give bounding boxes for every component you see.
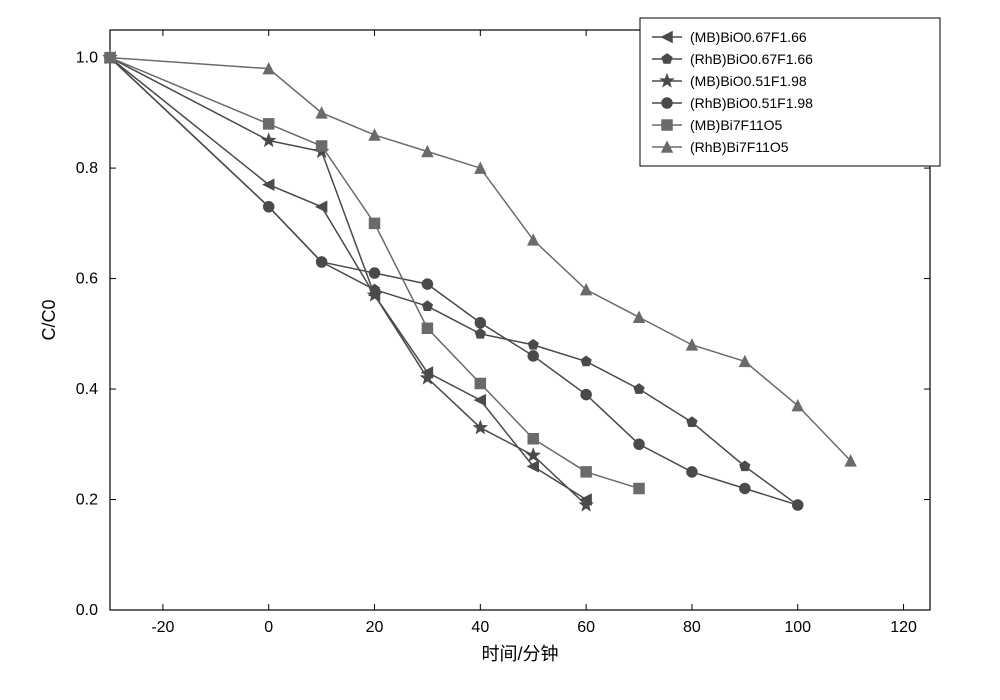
ytick-label: 0.6 [76,271,98,288]
data-marker [634,384,644,393]
data-marker [740,356,750,366]
degradation-chart: -20 0 20 40 60 80 100 120 0.0 0.2 0.4 0.6 0.8 1.0 时间/分… [0,0,1000,700]
data-marker [317,257,327,267]
data-marker [662,120,672,130]
data-marker [793,500,803,510]
xtick-label: 0 [264,619,273,636]
data-marker [634,439,644,449]
legend-label: (MB)Bi7F11O5 [690,117,783,133]
data-marker [475,318,485,328]
legend-label: (RhB)BiO0.67F1.66 [690,51,813,67]
data-marker [581,356,591,365]
data-marker [264,202,274,212]
legend-label: (RhB)BiO0.51F1.98 [690,95,813,111]
ytick-label: 0.0 [76,602,98,619]
xtick-label: 40 [471,619,489,636]
data-marker [263,134,274,145]
data-marker [528,434,538,444]
y-axis-label: C/C0 [39,299,59,340]
data-marker [317,141,327,151]
data-marker [370,130,380,140]
data-marker [740,483,750,493]
data-marker [422,279,432,289]
x-axis-label: 时间/分钟 [481,644,558,664]
legend: (MB)BiO0.67F1.66 (RhB)BiO0.67F1.66 (MB)BiO… [640,18,940,166]
data-marker [581,467,591,477]
data-marker [687,340,697,350]
xtick-label: 60 [577,619,595,636]
data-marker [475,395,485,405]
xtick-label: 100 [784,619,811,636]
ytick-label: 1.0 [76,50,98,67]
ytick-label: 0.8 [76,160,98,177]
xtick-label: 80 [683,619,701,636]
data-marker [264,119,274,129]
xtick-label: -20 [151,619,174,636]
data-marker [317,202,327,212]
data-marker [687,417,697,426]
data-marker [528,351,538,361]
data-marker [528,340,538,349]
data-marker [370,218,380,228]
xtick-label: 120 [890,619,917,636]
ytick-label: 0.4 [76,381,98,398]
data-marker [475,163,485,173]
data-marker [662,98,672,108]
legend-label: (MB)BiO0.51F1.98 [690,73,807,89]
data-marker [422,147,432,157]
data-marker [687,467,697,477]
xtick-label: 20 [366,619,384,636]
legend-label: (MB)BiO0.67F1.66 [690,29,807,45]
ytick-label: 0.2 [76,492,98,509]
data-marker [475,379,485,389]
data-marker [634,312,644,322]
legend-label: (RhB)Bi7F11O5 [690,139,789,155]
data-marker [423,301,433,310]
series-0 [105,53,591,505]
data-marker [581,390,591,400]
data-marker [634,483,644,493]
data-marker [370,268,380,278]
data-marker [476,329,486,338]
data-marker [422,323,432,333]
